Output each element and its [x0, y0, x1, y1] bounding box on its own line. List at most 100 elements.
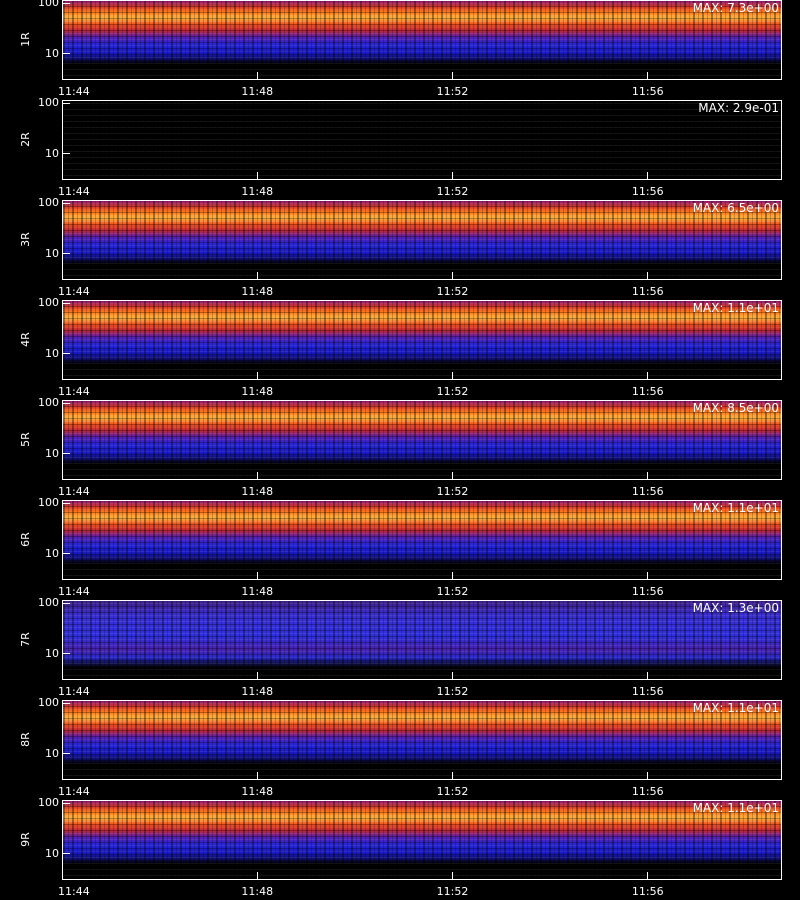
x-tick — [647, 372, 649, 380]
x-tick — [256, 772, 258, 780]
x-tick-label: 11:52 — [436, 185, 469, 198]
y-tick — [62, 153, 70, 155]
x-tick — [61, 372, 63, 380]
x-tick-label: 11:44 — [58, 185, 90, 198]
x-tick-label: 11:44 — [58, 285, 90, 298]
x-tick-label: 11:52 — [436, 785, 469, 798]
heatmap-image — [63, 501, 781, 579]
y-tick — [62, 53, 70, 55]
y-axis-label: 8R — [18, 732, 32, 747]
x-tick-label: 11:48 — [241, 385, 274, 398]
y-tick — [62, 453, 70, 455]
x-tick-label: 11:52 — [436, 85, 469, 98]
x-tick-label: 11:56 — [631, 85, 664, 98]
x-tick — [256, 72, 258, 80]
y-tick — [62, 102, 70, 104]
x-tick-label: 11:56 — [631, 385, 664, 398]
y-tick-label: 10 — [45, 846, 59, 860]
y-tick — [62, 402, 70, 404]
heatmap-image — [63, 201, 781, 279]
x-tick — [256, 472, 258, 480]
max-annotation: MAX: 1.1e+01 — [692, 301, 779, 315]
x-tick — [452, 772, 453, 780]
x-tick — [452, 372, 453, 380]
spectrogram-panel — [62, 500, 782, 580]
x-tick — [256, 272, 258, 280]
y-tick — [62, 253, 70, 255]
heatmap-image — [63, 401, 781, 479]
spectrogram-panel — [62, 800, 782, 880]
x-tick-label: 11:48 — [241, 285, 274, 298]
heatmap-image — [63, 801, 781, 879]
x-tick-label: 11:48 — [241, 685, 274, 698]
y-tick — [62, 753, 70, 755]
y-tick — [62, 802, 70, 804]
heatmap-image — [63, 601, 781, 679]
y-tick-label: 10 — [45, 246, 59, 260]
y-tick — [62, 2, 70, 4]
x-tick — [256, 372, 258, 380]
heatmap-image — [63, 701, 781, 779]
x-tick-label: 11:48 — [241, 485, 274, 498]
y-tick-label: 10 — [45, 146, 59, 160]
x-tick-label: 11:56 — [631, 585, 664, 598]
x-tick — [647, 872, 649, 880]
spectrogram-panel — [62, 0, 782, 80]
x-tick — [61, 772, 63, 780]
spectrogram-panel — [62, 300, 782, 380]
x-tick — [256, 872, 258, 880]
y-axis-label: 6R — [18, 532, 32, 547]
x-tick-label: 11:44 — [58, 885, 90, 898]
x-tick-label: 11:56 — [631, 185, 664, 198]
x-tick — [61, 272, 63, 280]
heatmap-image — [63, 301, 781, 379]
heatmap-image — [63, 101, 781, 179]
x-tick — [61, 672, 63, 680]
heatmap-image — [63, 301, 781, 379]
y-tick-label: 100 — [38, 596, 59, 610]
x-tick-label: 11:48 — [241, 185, 274, 198]
y-axis-label: 9R — [18, 832, 32, 847]
spectrogram-panel — [62, 100, 782, 180]
x-tick-label: 11:52 — [436, 885, 469, 898]
x-tick-label: 11:44 — [58, 385, 90, 398]
spectrogram-panel — [62, 200, 782, 280]
x-tick — [452, 572, 453, 580]
y-tick — [62, 302, 70, 304]
y-tick-label: 10 — [45, 746, 59, 760]
x-tick-label: 11:56 — [631, 285, 664, 298]
y-tick-label: 100 — [38, 796, 59, 810]
max-annotation: MAX: 1.1e+01 — [692, 501, 779, 515]
heatmap-image — [63, 701, 781, 779]
y-tick-label: 10 — [45, 646, 59, 660]
heatmap-image — [63, 401, 781, 479]
x-tick-label: 11:52 — [436, 585, 469, 598]
x-tick-label: 11:56 — [631, 485, 664, 498]
y-tick-label: 100 — [38, 696, 59, 710]
x-tick-label: 11:48 — [241, 785, 274, 798]
x-tick — [647, 72, 649, 80]
y-tick-label: 100 — [38, 96, 59, 110]
x-tick-label: 11:44 — [58, 585, 90, 598]
max-annotation: MAX: 6.5e+00 — [692, 201, 779, 215]
x-tick-label: 11:52 — [436, 285, 469, 298]
y-tick-label: 10 — [45, 46, 59, 60]
y-tick-label: 10 — [45, 346, 59, 360]
x-tick — [647, 472, 649, 480]
max-annotation: MAX: 2.9e-01 — [698, 101, 779, 115]
x-tick — [647, 172, 649, 180]
y-tick — [62, 653, 70, 655]
y-tick — [62, 602, 70, 604]
x-tick — [61, 472, 63, 480]
y-axis-label: 1R — [18, 32, 32, 47]
heatmap-image — [63, 1, 781, 79]
y-tick-label: 100 — [38, 196, 59, 210]
x-tick-label: 11:52 — [436, 485, 469, 498]
y-tick-label: 10 — [45, 546, 59, 560]
y-tick — [62, 202, 70, 204]
y-tick — [62, 353, 70, 355]
x-tick-label: 11:48 — [241, 885, 274, 898]
heatmap-image — [63, 601, 781, 679]
x-tick — [256, 672, 258, 680]
y-tick — [62, 702, 70, 704]
